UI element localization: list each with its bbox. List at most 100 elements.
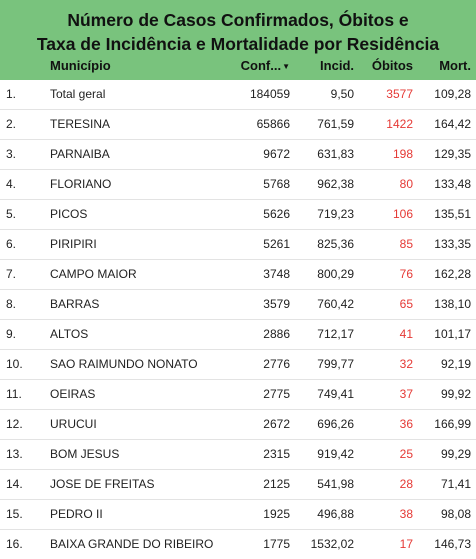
cell-incidencia: 761,59 [317, 117, 354, 131]
cell-mortalidade: 99,92 [440, 387, 471, 401]
table-row[interactable]: 3. PARNAIBA 9672 631,83 198 129,35 [0, 140, 476, 170]
row-index: 5. [6, 207, 17, 221]
cell-incidencia: 800,29 [317, 267, 354, 281]
row-index: 6. [6, 237, 17, 251]
column-header-incidencia[interactable]: Incid. [320, 58, 354, 73]
cell-municipio: SAO RAIMUNDO NONATO [50, 357, 198, 371]
table-row[interactable]: 16. BAIXA GRANDE DO RIBEIRO 1775 1532,02 17 1… [0, 530, 476, 559]
cell-municipio: PICOS [50, 207, 88, 221]
cell-obitos: 28 [399, 477, 413, 491]
table-row[interactable]: 5. PICOS 5626 719,23 106 135,51 [0, 200, 476, 230]
table-row[interactable]: 7. CAMPO MAIOR 3748 800,29 76 162,28 [0, 260, 476, 290]
table-row[interactable]: 2. TERESINA 65866 761,59 1422 164,42 [0, 110, 476, 140]
cell-confirmados: 1775 [263, 537, 290, 551]
cell-confirmados: 3579 [263, 297, 290, 311]
cell-municipio: ALTOS [50, 327, 89, 341]
column-header-municipio[interactable]: Município [50, 58, 111, 73]
cell-confirmados: 2672 [263, 417, 290, 431]
cell-mortalidade: 99,29 [440, 447, 471, 461]
cell-incidencia: 825,36 [317, 237, 354, 251]
cell-obitos: 3577 [386, 87, 413, 101]
cell-obitos: 65 [399, 297, 413, 311]
row-index: 7. [6, 267, 17, 281]
cell-mortalidade: 164,42 [434, 117, 471, 131]
cell-obitos: 85 [399, 237, 413, 251]
cell-municipio: PARNAIBA [50, 147, 110, 161]
cell-incidencia: 962,38 [317, 177, 354, 191]
cell-confirmados: 2775 [263, 387, 290, 401]
cell-confirmados: 9672 [263, 147, 290, 161]
cell-mortalidade: 138,10 [434, 297, 471, 311]
table-row[interactable]: 6. PIRIPIRI 5261 825,36 85 133,35 [0, 230, 476, 260]
cell-municipio: URUCUI [50, 417, 97, 431]
cell-incidencia: 696,26 [317, 417, 354, 431]
table-title-line-2: Taxa de Incidência e Mortalidade por Res… [36, 34, 440, 54]
cell-obitos: 198 [392, 147, 413, 161]
cell-confirmados: 5261 [263, 237, 290, 251]
row-index: 2. [6, 117, 17, 131]
cell-mortalidade: 129,35 [434, 147, 471, 161]
cell-incidencia: 719,23 [317, 207, 354, 221]
cell-municipio: CAMPO MAIOR [50, 267, 137, 281]
cell-obitos: 80 [399, 177, 413, 191]
cell-confirmados: 5626 [263, 207, 290, 221]
row-index: 12. [6, 417, 23, 431]
row-index: 10. [6, 357, 23, 371]
table-row[interactable]: 11. OEIRAS 2775 749,41 37 99,92 [0, 380, 476, 410]
cell-incidencia: 496,88 [317, 507, 354, 521]
cell-mortalidade: 146,73 [434, 537, 471, 551]
cell-obitos: 1422 [386, 117, 413, 131]
cell-incidencia: 631,83 [317, 147, 354, 161]
cell-obitos: 32 [399, 357, 413, 371]
cell-mortalidade: 98,08 [440, 507, 471, 521]
table-row[interactable]: 12. URUCUI 2672 696,26 36 166,99 [0, 410, 476, 440]
cell-obitos: 37 [399, 387, 413, 401]
column-header-confirmados-label: Conf... [240, 58, 282, 73]
row-index: 15. [6, 507, 23, 521]
table-row[interactable]: 15. PEDRO II 1925 496,88 38 98,08 [0, 500, 476, 530]
cell-municipio: FLORIANO [50, 177, 112, 191]
cell-mortalidade: 109,28 [434, 87, 471, 101]
table-row[interactable]: 9. ALTOS 2886 712,17 41 101,17 [0, 320, 476, 350]
table-row[interactable]: 4. FLORIANO 5768 962,38 80 133,48 [0, 170, 476, 200]
cell-incidencia: 712,17 [317, 327, 354, 341]
cell-confirmados: 184059 [249, 87, 290, 101]
table-row[interactable]: 14. JOSE DE FREITAS 2125 541,98 28 71,41 [0, 470, 476, 500]
column-header-mortalidade[interactable]: Mort. [439, 58, 471, 73]
row-index: 9. [6, 327, 17, 341]
cell-municipio: OEIRAS [50, 387, 96, 401]
cell-obitos: 17 [399, 537, 413, 551]
cell-obitos: 25 [399, 447, 413, 461]
cell-municipio: BAIXA GRANDE DO RIBEIRO [50, 537, 214, 551]
row-index: 3. [6, 147, 17, 161]
row-index: 8. [6, 297, 17, 311]
cell-confirmados: 1925 [263, 507, 290, 521]
sort-descending-icon: ▼ [282, 62, 290, 72]
cell-incidencia: 9,50 [330, 87, 354, 101]
cell-incidencia: 749,41 [317, 387, 354, 401]
cell-incidencia: 799,77 [317, 357, 354, 371]
table-row[interactable]: 13. BOM JESUS 2315 919,42 25 99,29 [0, 440, 476, 470]
cell-municipio: PIRIPIRI [50, 237, 97, 251]
cell-municipio: TERESINA [50, 117, 111, 131]
cell-incidencia: 760,42 [317, 297, 354, 311]
table-row[interactable]: 8. BARRAS 3579 760,42 65 138,10 [0, 290, 476, 320]
cell-confirmados: 65866 [256, 117, 290, 131]
column-header-confirmados[interactable]: Conf...▼ [241, 58, 290, 73]
cell-incidencia: 541,98 [317, 477, 354, 491]
cell-confirmados: 2315 [263, 447, 290, 461]
row-index: 13. [6, 447, 23, 461]
row-index: 4. [6, 177, 17, 191]
row-index: 11. [6, 387, 22, 401]
cell-incidencia: 919,42 [317, 447, 354, 461]
table-row[interactable]: 1. Total geral 184059 9,50 3577 109,28 [0, 80, 476, 110]
cell-municipio: Total geral [50, 87, 106, 101]
cell-confirmados: 2776 [263, 357, 290, 371]
table-row[interactable]: 10. SAO RAIMUNDO NONATO 2776 799,77 32 92,19 [0, 350, 476, 380]
cell-mortalidade: 133,35 [434, 237, 471, 251]
table-header: Número de Casos Confirmados, Óbitos e Ta… [0, 0, 476, 80]
cell-mortalidade: 101,17 [434, 327, 471, 341]
cell-confirmados: 2886 [263, 327, 290, 341]
row-index: 1. [6, 87, 17, 101]
column-header-obitos[interactable]: Óbitos [371, 58, 413, 73]
